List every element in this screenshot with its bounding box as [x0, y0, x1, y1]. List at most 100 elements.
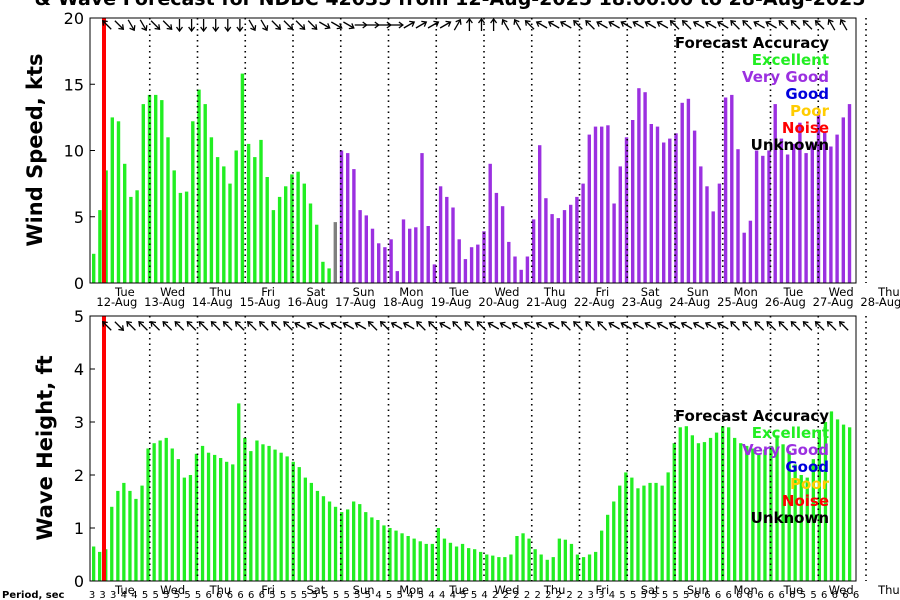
arrow-shaft: [439, 21, 451, 29]
legend-entry: Good: [785, 85, 829, 103]
direction-arrow: [343, 21, 355, 30]
arrow-head: [262, 25, 269, 32]
period-tick-label: 5: [683, 590, 689, 600]
direction-arrow: [212, 19, 220, 33]
arrow-head: [212, 26, 220, 33]
period-tick-label: 5: [163, 590, 169, 600]
data-bar: [606, 125, 610, 283]
data-bar: [160, 100, 164, 283]
direction-arrow: [234, 320, 245, 331]
arrow-head: [138, 320, 144, 327]
direction-arrow: [150, 320, 161, 331]
day-name-label: Fri: [261, 583, 275, 597]
y-tick-label: 1: [74, 519, 84, 538]
data-bar: [291, 461, 295, 582]
data-bar: [246, 143, 251, 283]
arrow-shaft: [150, 20, 161, 30]
data-bar: [146, 448, 150, 581]
data-bar: [787, 451, 791, 581]
day-name-label: Thu: [209, 285, 232, 299]
data-bar: [631, 120, 635, 283]
day-name-label: Thu: [877, 285, 900, 299]
data-bar: [533, 549, 537, 581]
data-bar: [785, 154, 790, 283]
arrow-head: [433, 20, 440, 27]
direction-arrow: [318, 21, 331, 30]
data-bar: [135, 190, 139, 284]
period-tick-label: 2: [513, 590, 519, 600]
arrow-shaft: [754, 321, 765, 331]
arrow-head: [597, 320, 604, 327]
arrow-shaft: [765, 21, 777, 29]
arrow-shaft: [597, 321, 608, 331]
data-bar: [612, 203, 616, 283]
period-tick-label: 6: [747, 590, 753, 600]
arrow-shaft: [126, 321, 136, 331]
arrow-head: [547, 321, 554, 328]
direction-arrow: [669, 19, 680, 30]
data-bar: [457, 239, 461, 283]
arrow-shaft: [138, 321, 148, 331]
direction-arrow: [608, 321, 620, 330]
data-bar: [811, 459, 815, 581]
data-bar: [141, 104, 145, 283]
data-bar: [172, 170, 176, 283]
data-bar: [442, 538, 447, 581]
data-bar: [346, 509, 350, 581]
arrow-shaft: [608, 21, 620, 29]
data-bar: [563, 539, 567, 581]
direction-arrow: [620, 20, 633, 29]
direction-arrow: [547, 20, 560, 29]
direction-arrow: [524, 19, 535, 30]
data-bar: [285, 456, 289, 581]
period-tick-label: 6: [206, 590, 212, 600]
data-bar: [581, 557, 586, 581]
arrow-shaft: [102, 20, 112, 30]
data-bar: [848, 427, 852, 581]
period-tick-label: 5: [641, 590, 647, 600]
data-bar: [122, 482, 126, 581]
arrow-shaft: [730, 321, 740, 331]
direction-arrow: [307, 20, 318, 31]
data-bar: [662, 142, 666, 283]
data-bar: [215, 157, 220, 283]
period-tick-label: 5: [184, 590, 190, 600]
direction-arrow: [114, 20, 125, 31]
data-bar: [525, 256, 530, 283]
period-tick-label: 3: [110, 590, 116, 600]
y-axis-label: Wave Height, ft: [33, 355, 57, 540]
arrow-head: [754, 320, 761, 327]
direction-arrow: [632, 321, 645, 330]
arrow-shaft: [657, 322, 669, 330]
direction-arrow: [271, 320, 281, 331]
arrow-head: [318, 321, 325, 328]
data-bar: [184, 191, 189, 283]
direction-arrow: [827, 18, 836, 31]
arrow-head: [354, 321, 361, 328]
data-bar: [500, 206, 505, 283]
data-bar: [290, 174, 294, 283]
direction-arrow: [367, 320, 378, 331]
data-bar: [116, 490, 120, 581]
data-bar: [200, 445, 205, 582]
data-bar: [303, 477, 307, 581]
direction-arrow: [814, 19, 825, 30]
legend-entry: Noise: [782, 119, 829, 137]
data-bar: [164, 437, 168, 581]
arrow-head: [827, 18, 834, 25]
data-bar: [711, 211, 715, 283]
data-bar: [297, 467, 301, 582]
arrow-head: [324, 23, 331, 30]
period-tick-label: 5: [269, 590, 275, 600]
data-bar: [779, 138, 784, 283]
day-name-label: Fri: [596, 583, 610, 597]
day-date-label: 18-Aug: [383, 295, 424, 309]
day-date-label: 20-Aug: [478, 295, 519, 309]
arrow-head: [608, 20, 615, 27]
direction-arrow: [501, 18, 510, 31]
direction-arrow: [513, 18, 522, 31]
data-bar: [92, 253, 96, 283]
arrow-head: [656, 321, 663, 328]
arrow-head: [585, 320, 591, 327]
arrow-head: [501, 18, 508, 25]
